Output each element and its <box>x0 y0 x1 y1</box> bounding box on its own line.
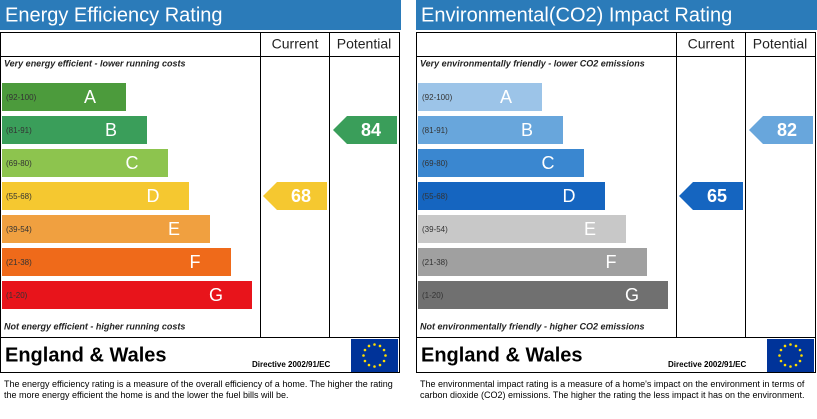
eu-star <box>373 365 376 368</box>
band-range: (92-100) <box>6 93 37 102</box>
eu-star <box>779 359 783 363</box>
current-rating: 65 <box>707 186 727 206</box>
band-letter: E <box>168 219 180 239</box>
frame <box>416 32 816 373</box>
band-letter: C <box>542 153 555 173</box>
rating-chart: Energy Efficiency Rating Current Potential… <box>0 0 401 373</box>
band-range: (69-80) <box>6 159 32 168</box>
eu-star <box>778 354 781 357</box>
panel-title: Environmental(CO2) Impact Rating <box>421 4 732 26</box>
eu-star <box>367 344 371 348</box>
eu-star <box>367 363 371 367</box>
band-letter: G <box>209 285 223 305</box>
band-letter: C <box>126 153 139 173</box>
title-bar <box>0 0 401 30</box>
bottom-note: Not environmentally friendly - higher CO… <box>420 321 645 331</box>
band-letter: D <box>147 186 160 206</box>
eu-star <box>363 359 367 363</box>
region: England & Wales <box>421 344 583 366</box>
rating-band <box>2 248 231 276</box>
directive: Directive 2002/91/EC <box>668 360 746 369</box>
eu-star <box>798 359 802 363</box>
potential-arrow <box>333 116 397 144</box>
band-letter: F <box>606 252 617 272</box>
band-letter: E <box>584 219 596 239</box>
bottom-note: Not energy efficient - higher running co… <box>4 321 185 331</box>
title-bar <box>416 0 817 30</box>
band-letter: A <box>84 87 96 107</box>
rating-panel: Environmental(CO2) Impact Rating Current P… <box>416 0 817 419</box>
band-range: (81-91) <box>422 126 448 135</box>
description: The energy efficiency rating is a measur… <box>4 379 393 400</box>
band-letter: B <box>105 120 117 140</box>
description: The environmental impact rating is a mea… <box>420 379 805 400</box>
band-range: (39-54) <box>6 225 32 234</box>
eu-star <box>783 363 787 367</box>
top-note: Very environmentally friendly - lower CO… <box>420 58 645 68</box>
rating-band <box>418 116 563 144</box>
band-range: (69-80) <box>422 159 448 168</box>
top-note: Very energy efficient - lower running co… <box>4 58 186 68</box>
rating-band <box>2 182 189 210</box>
band-letter: G <box>625 285 639 305</box>
potential-rating: 82 <box>777 120 797 140</box>
band-range: (1-20) <box>6 291 28 300</box>
region: England & Wales <box>5 344 167 366</box>
band-range: (39-54) <box>422 225 448 234</box>
frame <box>0 32 400 373</box>
eu-star <box>378 344 382 348</box>
eu-star <box>382 359 386 363</box>
rating-band <box>418 215 626 243</box>
eu-star <box>789 343 792 346</box>
band-letter: F <box>190 252 201 272</box>
potential-arrow <box>749 116 813 144</box>
eu-star <box>800 354 803 357</box>
rating-band <box>2 215 210 243</box>
eu-star <box>789 365 792 368</box>
band-range: (21-38) <box>6 258 32 267</box>
band-range: (55-68) <box>422 192 448 201</box>
rating-band <box>2 281 252 309</box>
panel-title: Energy Efficiency Rating <box>5 4 223 26</box>
eu-star <box>362 354 365 357</box>
band-range: (21-38) <box>422 258 448 267</box>
rating-band <box>2 83 126 111</box>
eu-star <box>373 343 376 346</box>
directive: Directive 2002/91/EC <box>252 360 330 369</box>
column-header: Potential <box>337 36 391 52</box>
band-range: (81-91) <box>6 126 32 135</box>
column-header: Potential <box>753 36 807 52</box>
rating-band <box>2 149 168 177</box>
current-arrow <box>679 182 743 210</box>
rating-band <box>2 116 147 144</box>
column-header: Current <box>688 36 735 52</box>
eu-star <box>363 348 367 352</box>
current-rating: 68 <box>291 186 311 206</box>
eu-star <box>794 363 798 367</box>
rating-band <box>418 149 584 177</box>
eu-star <box>783 344 787 348</box>
eu-star <box>378 363 382 367</box>
rating-band <box>418 182 605 210</box>
band-range: (1-20) <box>422 291 444 300</box>
eu-star <box>382 348 386 352</box>
eu-star <box>384 354 387 357</box>
eu-star <box>798 348 802 352</box>
column-header: Current <box>272 36 319 52</box>
rating-band <box>418 281 668 309</box>
rating-band <box>418 83 542 111</box>
band-letter: D <box>563 186 576 206</box>
eu-star <box>794 344 798 348</box>
band-letter: B <box>521 120 533 140</box>
potential-rating: 84 <box>361 120 381 140</box>
band-range: (55-68) <box>6 192 32 201</box>
current-arrow <box>263 182 327 210</box>
band-range: (92-100) <box>422 93 453 102</box>
rating-chart: Environmental(CO2) Impact Rating Current P… <box>416 0 817 373</box>
eu-star <box>779 348 783 352</box>
rating-band <box>418 248 647 276</box>
band-letter: A <box>500 87 512 107</box>
rating-panel: Energy Efficiency Rating Current Potential… <box>0 0 401 419</box>
